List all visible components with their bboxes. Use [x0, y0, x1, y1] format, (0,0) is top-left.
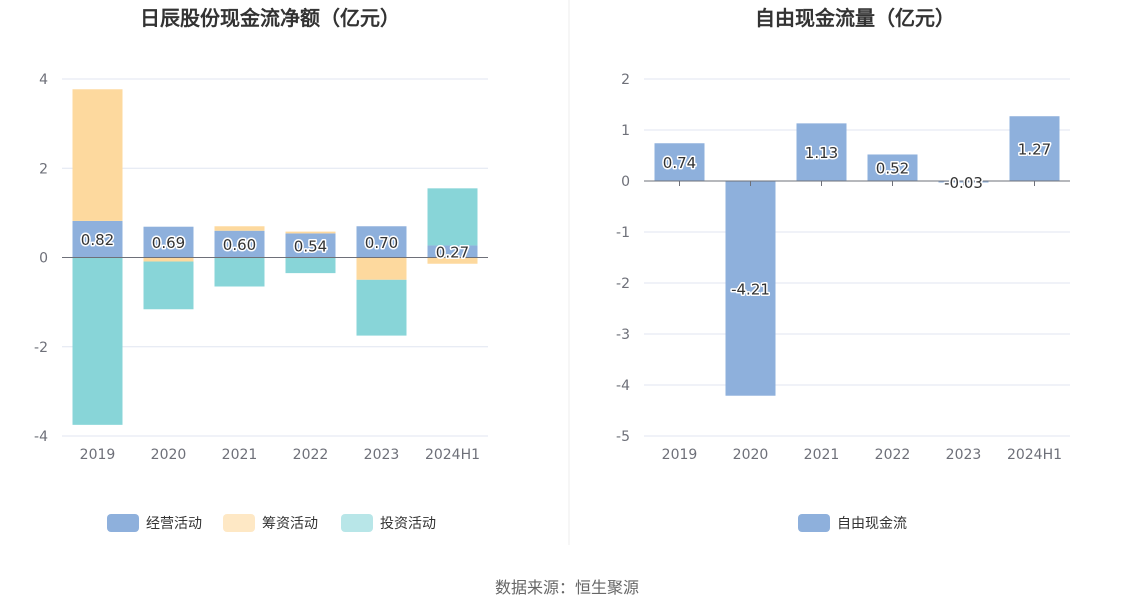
chart1-gridlines	[62, 78, 488, 437]
legend-label-operating: 经营活动	[146, 516, 202, 532]
legend-swatch-investing	[341, 514, 373, 532]
y-tick-label: 0	[621, 174, 630, 190]
x-tick-label: 2021	[804, 447, 840, 463]
data-label-2024H1: 1.27	[1018, 141, 1051, 159]
data-label-2021: 0.60	[223, 236, 256, 254]
y-tick-label: -2	[34, 340, 48, 356]
bar-operating-2020	[143, 226, 194, 258]
data-label-2019: 0.82	[81, 231, 114, 249]
bar-operating-2022	[285, 233, 336, 258]
x-tick-label: 2020	[733, 447, 769, 463]
chart-title-free-cash-flow: 自由现金流量（亿元）	[755, 6, 955, 30]
bar-investing-2023	[356, 279, 407, 336]
y-tick-label: -5	[616, 429, 630, 445]
y-tick-label: -1	[616, 225, 630, 241]
chart1-y-axis: 4 2 0 -2 -4	[34, 72, 48, 445]
y-tick-label: -2	[616, 276, 630, 292]
data-label-2023: 0.70	[365, 234, 398, 252]
chart2-gridlines	[644, 78, 1070, 437]
chart1-x-axis: 2019 2020 2021 2022 2023 2024H1	[80, 447, 480, 463]
legend-label-free_cash_flow: 自由现金流	[837, 516, 907, 532]
bar-investing-2024H1	[427, 188, 478, 246]
bar-free_cash_flow-2022	[867, 154, 918, 181]
bar-financing-2023	[356, 257, 407, 280]
bar-investing-2020	[143, 261, 194, 310]
data-label-2024H1: 0.27	[436, 243, 469, 261]
bar-investing-2022	[285, 257, 336, 274]
y-tick-label: 2	[39, 161, 48, 177]
chart1-bars	[72, 89, 478, 425]
x-tick-label: 2024H1	[425, 447, 480, 463]
legend-swatch-financing	[223, 514, 255, 532]
x-tick-label: 2019	[80, 447, 116, 463]
chart1-legend: 经营活动 筹资活动 投资活动	[107, 514, 436, 532]
bar-investing-2021	[214, 257, 265, 287]
chart2-y-axis: 2 1 0 -1 -2 -3 -4 -5	[616, 72, 630, 445]
data-label-2022: 0.52	[876, 160, 909, 178]
y-tick-label: -4	[616, 378, 630, 394]
bar-financing-2020	[143, 257, 194, 262]
y-tick-label: -3	[616, 327, 630, 343]
data-label-2022: 0.54	[294, 237, 327, 255]
chart2-zero-line	[644, 180, 1070, 186]
bar-financing-2019	[72, 89, 123, 221]
data-source-note: 数据来源：恒生聚源	[495, 578, 639, 597]
y-tick-label: -4	[34, 429, 48, 445]
bar-operating-2024H1	[427, 245, 478, 258]
legend-label-investing: 投资活动	[380, 516, 436, 532]
data-label-2020: -4.21	[731, 280, 770, 298]
bar-operating-2021	[214, 230, 265, 258]
chart1-data-labels: 0.82 0.69 0.60 0.54 0.70 0.27	[79, 230, 470, 263]
bar-operating-2019	[72, 220, 123, 258]
cash-flow-net-chart: 日辰股份现金流净额（亿元） 420-2-4 0.82 0.69 0.60 0.54 0.…	[34, 6, 488, 532]
x-tick-label: 2023	[946, 447, 982, 463]
y-tick-label: 0	[39, 251, 48, 267]
x-tick-label: 2021	[222, 447, 258, 463]
data-label-2021: 1.13	[805, 144, 838, 162]
bar-investing-2019	[72, 257, 123, 425]
x-tick-label: 2022	[875, 447, 911, 463]
free-cash-flow-chart: 自由现金流量（亿元） 210-1-2-3-4-5 0.74-4.211.130.…	[616, 6, 1070, 532]
x-tick-label: 2022	[293, 447, 329, 463]
legend-swatch-operating	[107, 514, 139, 532]
data-label-2019: 0.74	[663, 154, 696, 172]
bar-financing-2021	[214, 226, 265, 231]
chart2-x-axis: 2019 2020 2021 2022 2023 2024H1	[662, 447, 1062, 463]
chart2-legend: 自由现金流	[798, 514, 907, 532]
bar-operating-2023	[356, 226, 407, 258]
data-label-2023: -0.03	[944, 174, 983, 192]
x-tick-label: 2019	[662, 447, 698, 463]
x-tick-label: 2020	[151, 447, 187, 463]
bar-free_cash_flow-2020	[725, 181, 776, 396]
bar-free_cash_flow-2019	[654, 143, 705, 181]
x-tick-label: 2023	[364, 447, 400, 463]
chart2-bars	[654, 116, 1060, 396]
legend-label-financing: 筹资活动	[262, 515, 318, 532]
bar-free_cash_flow-2024H1	[1009, 116, 1060, 181]
data-label-2020: 0.69	[152, 234, 185, 252]
y-tick-label: 2	[621, 72, 630, 88]
x-tick-label: 2024H1	[1007, 447, 1062, 463]
chart-title-cash-flow-net: 日辰股份现金流净额（亿元）	[140, 6, 400, 30]
legend-swatch-free_cash_flow	[798, 514, 830, 532]
y-tick-label: 4	[39, 72, 48, 88]
bar-financing-2022	[285, 231, 336, 234]
chart2-data-labels: 0.74 -4.21 1.13 0.52 -0.03 1.27	[661, 139, 1052, 300]
y-tick-label: 1	[621, 123, 630, 139]
bar-free_cash_flow-2021	[796, 123, 847, 181]
bar-financing-2024H1	[427, 257, 478, 264]
